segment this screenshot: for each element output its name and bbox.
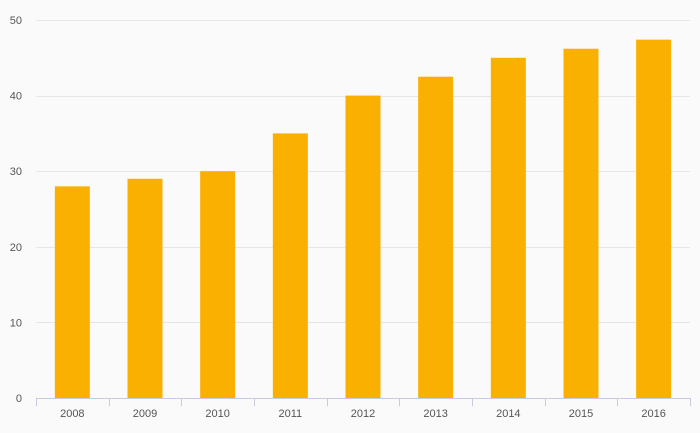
y-tick-label: 0 xyxy=(16,393,22,405)
y-tick-label: 10 xyxy=(10,317,22,329)
bar-2015 xyxy=(563,48,599,399)
x-tick-label: 2008 xyxy=(60,408,84,420)
x-tick-label: 2015 xyxy=(569,408,593,420)
y-tick-label: 30 xyxy=(10,166,22,178)
y-axis-ticks: 0 10 20 30 40 50 xyxy=(10,15,22,405)
x-tick-label: 2010 xyxy=(205,408,229,420)
y-tick-label: 50 xyxy=(10,15,22,27)
bar-2008 xyxy=(54,186,90,398)
y-tick-label: 20 xyxy=(10,242,22,254)
x-tick-label: 2009 xyxy=(133,408,157,420)
bar-2016 xyxy=(636,39,672,398)
bar-2014 xyxy=(490,57,526,399)
bar-2013 xyxy=(418,76,454,398)
x-tick-label: 2011 xyxy=(279,408,303,420)
x-axis xyxy=(36,398,691,406)
x-tick-label: 2012 xyxy=(351,408,375,420)
x-tick-label: 2014 xyxy=(496,408,520,420)
x-axis-ticks: 2008 2009 2010 2011 2012 2013 2014 2015 2016 xyxy=(60,408,666,420)
bars xyxy=(54,39,672,399)
bar-2009 xyxy=(127,178,163,398)
bar-2012 xyxy=(345,95,381,398)
y-tick-label: 40 xyxy=(10,91,22,103)
bar-2010 xyxy=(200,171,236,398)
x-tick-label: 2013 xyxy=(423,408,447,420)
bar-2011 xyxy=(272,133,308,398)
x-tick-label: 2016 xyxy=(641,408,665,420)
